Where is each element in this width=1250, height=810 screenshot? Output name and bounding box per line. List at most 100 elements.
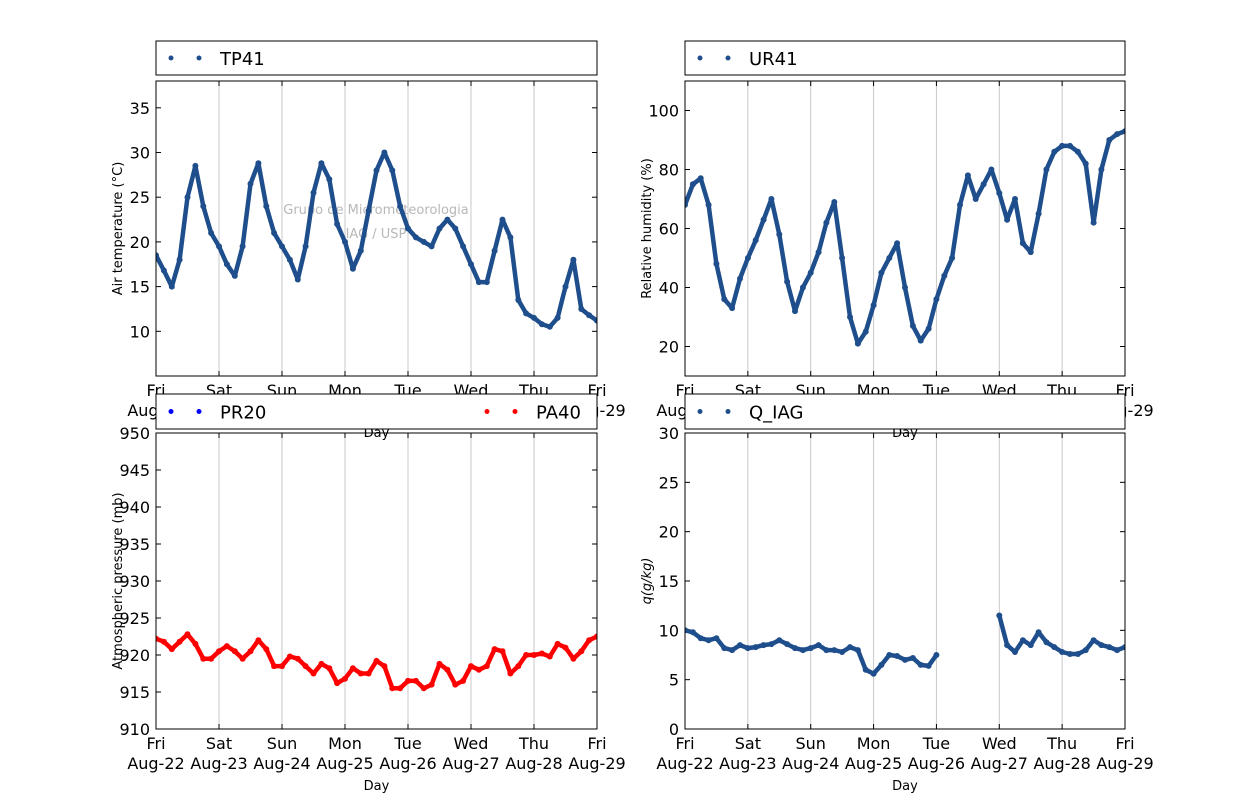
data-point [231,272,238,279]
data-point [909,655,916,661]
y-tick-label: 30 [659,424,679,443]
data-point [499,216,506,223]
x-tick-label-date: Aug-29 [568,754,625,773]
data-point [1059,649,1066,655]
axes-frame [684,80,1126,377]
data-point [878,661,885,668]
data-point [799,284,806,291]
y-tick-label: 40 [659,279,679,298]
data-point [294,276,301,283]
data-point [744,645,751,652]
y-tick-label: 925 [119,609,150,628]
data-point [949,255,956,261]
data-point [389,167,396,174]
data-point [886,255,893,261]
chart-panel-4: FriAug-22SatAug-23SunAug-24MonAug-25TueA… [640,393,1154,794]
y-tick-label: 945 [119,461,150,480]
data-point [685,627,688,634]
x-tick-label-day: Wed [982,734,1017,753]
data-point [200,203,207,210]
data-point [397,203,404,210]
data-point [318,660,325,667]
x-tick-label-day: Thu [1046,734,1077,753]
data-point [784,641,791,648]
x-tick-label-date: Aug-23 [190,754,247,773]
data-point [823,219,830,226]
x-tick-label-date: Aug-22 [127,754,184,773]
data-point [271,230,278,236]
data-point [176,256,183,263]
data-point [365,670,372,677]
data-point [168,283,175,290]
data-point [412,677,419,684]
data-point [586,637,593,644]
legend-label-TP41: TP41 [219,49,265,70]
plot-area [156,631,597,692]
x-tick-label-date: Aug-22 [656,754,713,773]
data-point [815,249,822,256]
data-point [1051,148,1058,155]
data-point [1090,219,1097,226]
data-point [1035,210,1042,217]
data-point [594,317,597,324]
data-point [389,685,396,692]
data-point [444,666,451,673]
y-tick-label: 25 [130,188,150,207]
data-point [1106,644,1113,651]
data-point [1004,642,1011,649]
data-point [405,225,411,232]
x-axis-label: Day [892,779,918,794]
data-point [862,328,869,335]
y-axis-label: Air temperature (°C) [111,162,126,296]
data-point [538,650,545,657]
x-tick-label-date: Aug-26 [908,754,965,773]
data-point [546,323,553,330]
legend-marker [697,409,703,414]
data-point [475,279,482,286]
y-tick-label: 20 [659,338,679,357]
y-tick-label: 20 [659,523,679,542]
data-point [310,189,317,196]
data-point [216,243,222,250]
y-tick-label: 940 [119,498,150,517]
legend-label-PA40: PA40 [536,403,581,424]
data-point [768,641,775,648]
data-point [562,644,569,651]
data-point [862,666,869,673]
x-tick-label-date: Aug-26 [379,754,436,773]
data-point [373,657,380,664]
data-point [689,629,696,636]
data-point [318,160,325,167]
data-point [752,237,759,244]
data-point [491,247,498,254]
data-point [1059,142,1066,149]
data-point [515,297,522,303]
legend-label-PR20: PR20 [220,403,266,424]
data-point [460,677,467,684]
data-point [1106,137,1113,143]
data-point [160,267,167,274]
data-point [1082,160,1089,167]
legend-marker [168,409,174,414]
data-point [847,644,853,651]
data-point [854,340,861,347]
x-tick-label-day: Sat [735,734,761,753]
data-point [200,655,207,662]
y-tick-label: 935 [119,535,150,554]
y-tick-label: 25 [659,473,679,492]
data-point [156,252,159,259]
data-point [1074,651,1081,657]
data-point [302,663,309,670]
data-point [721,645,728,652]
data-point [468,663,474,670]
data-point [839,649,846,655]
data-point [247,648,254,655]
data-point [420,685,427,692]
data-point [405,677,411,684]
data-point [499,648,506,655]
legend-marker [484,409,490,414]
data-point [294,655,301,662]
x-tick-label-day: Tue [922,734,950,753]
data-point [972,196,979,202]
data-point [531,652,537,658]
